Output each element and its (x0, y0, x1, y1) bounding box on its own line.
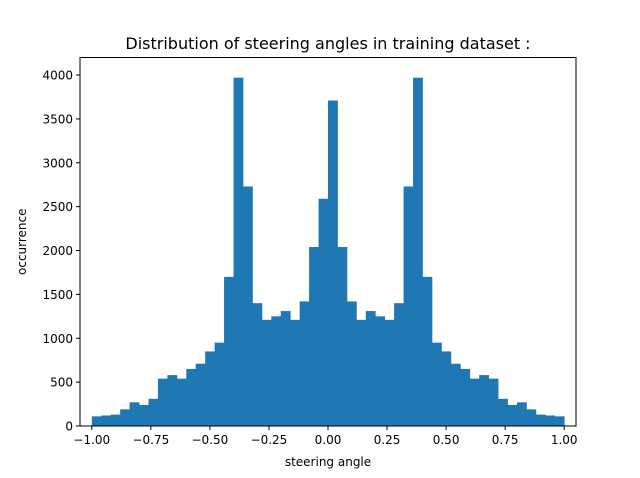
histogram-bar (365, 311, 376, 426)
y-tick-label: 2500 (42, 200, 73, 214)
histogram-bar (337, 247, 348, 426)
histogram-bar (384, 319, 395, 426)
histogram-bar (242, 186, 253, 426)
chart-title: Distribution of steering angles in train… (125, 34, 530, 53)
histogram-bar (516, 402, 527, 426)
histogram-bar (498, 398, 508, 426)
x-tick-label: 1.00 (551, 433, 578, 447)
histogram-bar (431, 342, 442, 426)
histogram-bar (328, 100, 338, 426)
histogram-bar (346, 301, 357, 426)
y-tick-label: 500 (50, 376, 73, 390)
histogram-bar (129, 402, 140, 426)
histogram-bar (214, 342, 225, 426)
histogram-bar (403, 186, 414, 426)
histogram-bar (167, 375, 178, 426)
y-tick-label: 4000 (42, 69, 73, 83)
histogram-bar (460, 368, 471, 426)
histogram-bar (309, 247, 319, 426)
x-tick-label: 0.00 (315, 433, 342, 447)
histogram-bar (422, 276, 433, 426)
histogram-bar (224, 276, 234, 426)
histogram-bar (356, 319, 367, 426)
x-tick-label: −0.75 (132, 433, 169, 447)
histogram-bar (375, 316, 386, 426)
histogram-bar (252, 303, 263, 426)
x-tick-label: 0.75 (492, 433, 519, 447)
histogram-bar (290, 319, 301, 426)
x-axis-ticks: −1.00 −0.75 −0.50 −0.25 0.00 0.25 0.50 0.75 1.00 (73, 426, 578, 447)
x-tick-label: −0.25 (251, 433, 288, 447)
histogram-bar (554, 416, 565, 426)
histogram-bar (479, 375, 490, 426)
x-tick-label: −0.50 (192, 433, 229, 447)
x-tick-label: −1.00 (73, 433, 110, 447)
x-tick-label: 0.25 (374, 433, 401, 447)
histogram-bar (205, 351, 216, 426)
histogram-bar (413, 77, 423, 427)
histogram-bar (526, 409, 537, 426)
y-tick-label: 1000 (42, 332, 73, 346)
histogram-bar (120, 409, 130, 426)
histogram-bar (139, 404, 149, 426)
histogram-bar (318, 198, 329, 426)
histogram-bar (488, 378, 499, 426)
y-axis-ticks: 0 500 1000 1500 2000 2500 3000 3500 4000 (42, 69, 80, 434)
histogram-bar (441, 351, 452, 426)
histogram-bar (450, 363, 461, 426)
histogram-bar (394, 303, 404, 426)
histogram-bar (280, 311, 291, 426)
y-tick-label: 3000 (42, 156, 73, 170)
histogram-bar (91, 416, 102, 426)
histogram-bar (176, 378, 187, 426)
y-tick-label: 3500 (42, 112, 73, 126)
histogram-bar (545, 415, 556, 426)
histogram-bar (186, 368, 197, 426)
histogram-bar (110, 414, 121, 426)
histogram-bar (148, 398, 159, 426)
histogram-bar (195, 363, 206, 426)
y-tick-label: 0 (65, 420, 73, 434)
histogram-bar (101, 415, 112, 426)
histogram-bar (261, 319, 272, 426)
histogram-bar (233, 77, 244, 427)
y-axis-title: occurrence (15, 208, 29, 275)
x-tick-label: 0.50 (433, 433, 460, 447)
histogram-bar (535, 414, 546, 426)
y-tick-label: 1500 (42, 288, 73, 302)
histogram-bar (157, 378, 168, 426)
y-tick-label: 2000 (42, 244, 73, 258)
bars-group (91, 77, 565, 427)
histogram-bar (271, 316, 282, 426)
histogram-bar (507, 404, 518, 426)
x-axis-title: steering angle (285, 455, 371, 469)
histogram-bar (469, 378, 480, 426)
histogram-bar (299, 301, 310, 426)
